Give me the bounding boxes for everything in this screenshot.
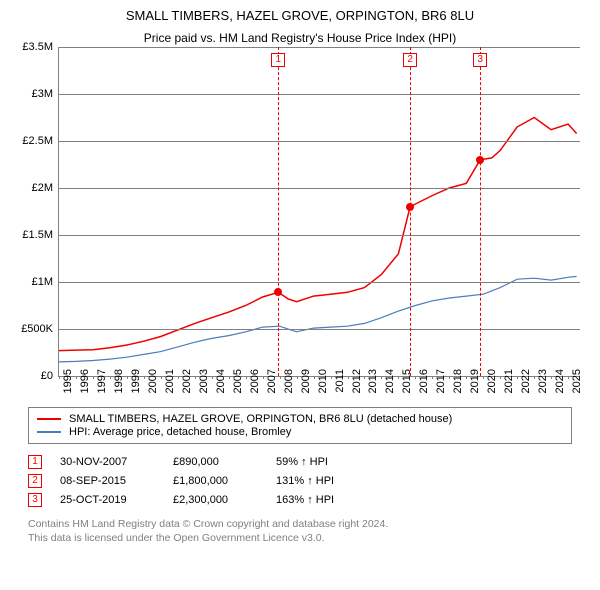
chart-subtitle: Price paid vs. HM Land Registry's House … (14, 31, 586, 45)
transaction-date: 08-SEP-2015 (60, 475, 155, 487)
transaction-row: 1 30-NOV-2007 £890,000 59% ↑ HPI (28, 455, 572, 469)
x-axis-labels: 1995199619971998199920002001200220032004… (58, 377, 580, 405)
transaction-price: £2,300,000 (173, 494, 258, 506)
y-tick-label: £1M (13, 276, 53, 288)
data-point-dot (406, 203, 414, 211)
event-line (278, 47, 279, 376)
footer: Contains HM Land Registry data © Crown c… (28, 518, 572, 545)
event-line (410, 47, 411, 376)
transaction-row: 2 08-SEP-2015 £1,800,000 131% ↑ HPI (28, 474, 572, 488)
y-tick-label: £0 (13, 370, 53, 382)
y-tick-label: £500K (13, 323, 53, 335)
event-marker-box: 2 (403, 53, 417, 67)
event-line (480, 47, 481, 376)
data-point-dot (476, 156, 484, 164)
legend-label: HPI: Average price, detached house, Brom… (69, 426, 291, 438)
transaction-pct: 59% ↑ HPI (276, 456, 376, 468)
transaction-marker: 2 (28, 474, 42, 488)
legend-label: SMALL TIMBERS, HAZEL GROVE, ORPINGTON, B… (69, 413, 452, 425)
y-tick-label: £1.5M (13, 229, 53, 241)
transaction-pct: 131% ↑ HPI (276, 475, 376, 487)
transaction-marker: 1 (28, 455, 42, 469)
chart-area: £0£500K£1M£1.5M£2M£2.5M£3M£3.5M123 (58, 47, 580, 377)
chart-container: SMALL TIMBERS, HAZEL GROVE, ORPINGTON, B… (0, 0, 600, 590)
transactions-table: 1 30-NOV-2007 £890,000 59% ↑ HPI 2 08-SE… (28, 450, 572, 512)
event-marker-box: 3 (473, 53, 487, 67)
transaction-date: 25-OCT-2019 (60, 494, 155, 506)
event-marker-box: 1 (271, 53, 285, 67)
chart-title: SMALL TIMBERS, HAZEL GROVE, ORPINGTON, B… (14, 8, 586, 25)
legend-item: SMALL TIMBERS, HAZEL GROVE, ORPINGTON, B… (37, 413, 563, 425)
transaction-row: 3 25-OCT-2019 £2,300,000 163% ↑ HPI (28, 493, 572, 507)
y-tick-label: £3M (13, 88, 53, 100)
footer-line: This data is licensed under the Open Gov… (28, 532, 572, 546)
legend-swatch (37, 431, 61, 433)
data-point-dot (274, 288, 282, 296)
legend-box: SMALL TIMBERS, HAZEL GROVE, ORPINGTON, B… (28, 407, 572, 444)
legend-swatch (37, 418, 61, 420)
transaction-price: £890,000 (173, 456, 258, 468)
transaction-price: £1,800,000 (173, 475, 258, 487)
series-hpi (59, 276, 577, 362)
plot-region: £0£500K£1M£1.5M£2M£2.5M£3M£3.5M123 (58, 47, 580, 377)
y-tick-label: £3.5M (13, 41, 53, 53)
x-tick-label: 2025 (571, 369, 600, 399)
transaction-pct: 163% ↑ HPI (276, 494, 376, 506)
transaction-date: 30-NOV-2007 (60, 456, 155, 468)
footer-line: Contains HM Land Registry data © Crown c… (28, 518, 572, 532)
y-tick-label: £2M (13, 182, 53, 194)
line-svg (59, 47, 580, 376)
legend-item: HPI: Average price, detached house, Brom… (37, 426, 563, 438)
y-tick-label: £2.5M (13, 135, 53, 147)
transaction-marker: 3 (28, 493, 42, 507)
